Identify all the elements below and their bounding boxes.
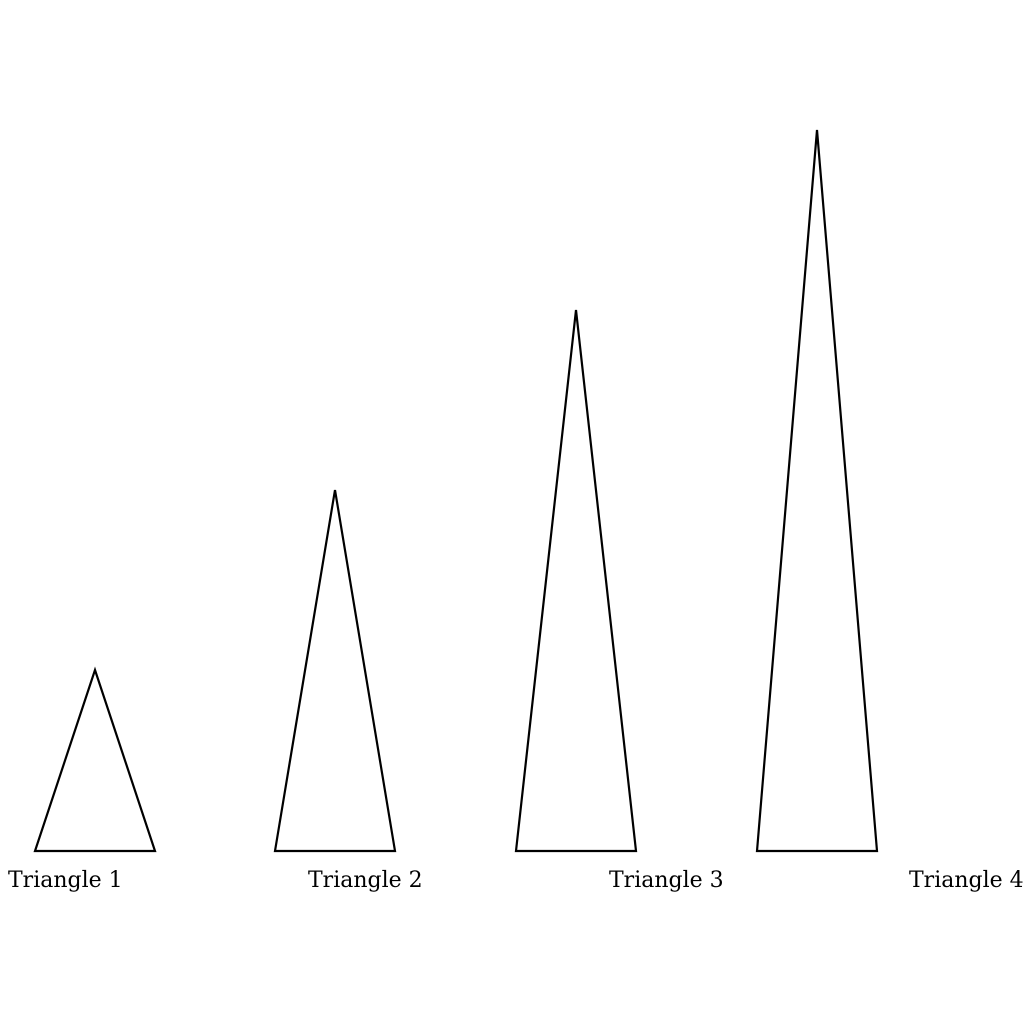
triangle-4 bbox=[755, 129, 879, 853]
triangle-1 bbox=[33, 666, 157, 853]
triangle-3 bbox=[514, 309, 638, 853]
triangle-4-label: Triangle 4 bbox=[909, 868, 1024, 893]
triangle-1-label: Triangle 1 bbox=[8, 868, 123, 893]
triangle-2-label: Triangle 2 bbox=[308, 868, 423, 893]
triangle-3-label: Triangle 3 bbox=[609, 868, 724, 893]
triangle-2 bbox=[273, 489, 397, 853]
